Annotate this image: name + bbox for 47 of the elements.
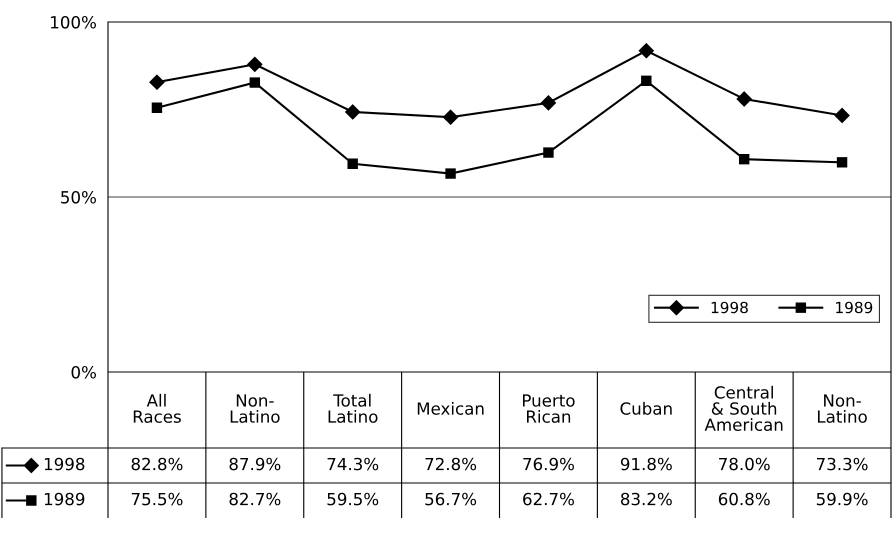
data-label: 62.7% [523, 492, 574, 506]
point [152, 102, 162, 113]
y-tick-label: 0% [72, 366, 96, 379]
data-label: 56.7% [425, 492, 476, 506]
x-tick-label: Mexican [418, 402, 484, 415]
point [442, 110, 458, 125]
data-label: 83.2% [620, 492, 672, 506]
point [149, 74, 165, 90]
legend-label: 1989 [836, 302, 872, 314]
point [347, 158, 358, 169]
data-label: 82.7% [229, 492, 280, 506]
x-tick-label: Puerto Rican [522, 394, 575, 423]
point [247, 56, 262, 72]
data-label: 59.5% [328, 492, 378, 506]
point [836, 157, 848, 168]
point [540, 95, 556, 110]
text: 1998 [44, 458, 84, 470]
x-tick-label: Central & South American [704, 386, 782, 431]
data-label: 60.8% [718, 492, 770, 506]
data-label: 87.9% [229, 458, 280, 470]
x-tick-label: All Races [134, 394, 181, 423]
x-tick-label: Non- Latino [818, 394, 867, 423]
point [345, 104, 360, 120]
data-label: 73.3% [816, 458, 868, 470]
point [250, 77, 260, 88]
point [738, 154, 750, 164]
point [445, 168, 456, 179]
y-tick-label: 100% [51, 16, 96, 29]
text: 1989 [44, 492, 84, 506]
data-label: 75.5% [132, 492, 182, 506]
data-label: 59.9% [816, 492, 868, 506]
point [736, 91, 752, 107]
point [641, 76, 652, 86]
point [834, 108, 850, 124]
data-label: 72.8% [425, 458, 476, 470]
data-label: 76.9% [523, 458, 574, 470]
point [638, 43, 654, 58]
legend-label: 1998 [712, 302, 748, 314]
data-label: 91.8% [620, 458, 672, 470]
y-tick-label: 50% [61, 190, 96, 204]
data-label: 82.8% [132, 458, 182, 470]
data-label: 78.0% [719, 458, 770, 470]
data-label: 74.3% [328, 458, 378, 470]
point [543, 147, 554, 158]
x-tick-label: Non- Latino [230, 394, 280, 423]
x-tick-label: Total Latino [328, 394, 378, 423]
x-tick-label: Cuban [620, 402, 672, 415]
